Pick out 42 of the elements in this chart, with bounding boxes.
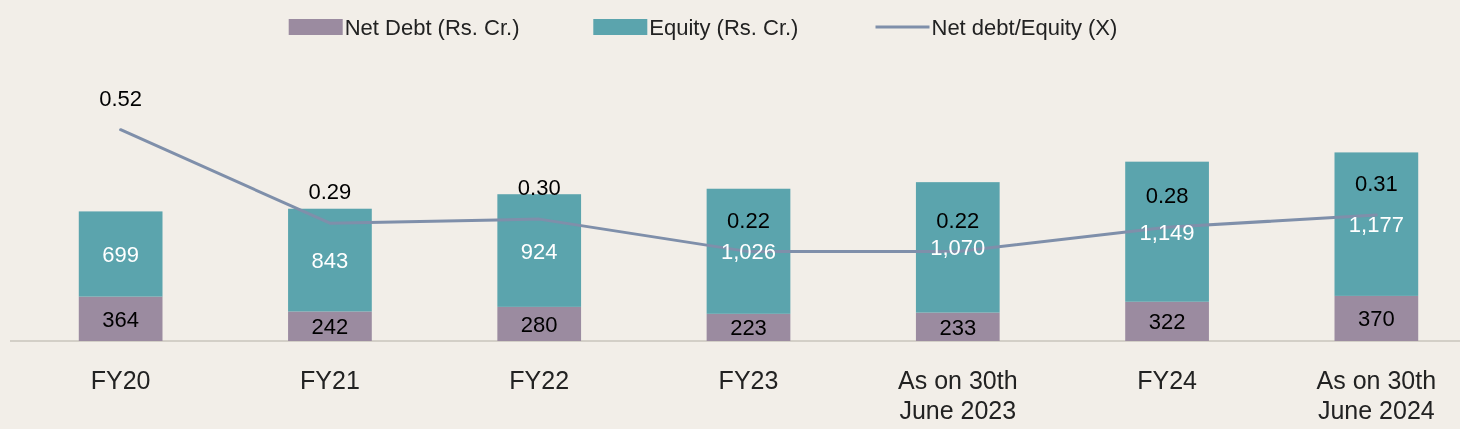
x-tick-label: FY24 — [1137, 366, 1198, 394]
bar — [1125, 161, 1209, 302]
legend-label: Net Debt (Rs. Cr.) — [344, 15, 520, 40]
data-label: 0.22 — [727, 207, 770, 233]
bar — [915, 182, 1000, 313]
data-label: 1,149 — [1139, 219, 1195, 245]
data-label: 242 — [311, 314, 349, 340]
data-label: 924 — [520, 238, 558, 264]
bar — [706, 188, 791, 314]
bar — [78, 296, 163, 341]
data-label: 0.29 — [308, 179, 352, 205]
bar — [497, 194, 582, 307]
legend-label: Equity (Rs. Cr.) — [649, 15, 799, 40]
data-label: 0.52 — [99, 85, 143, 111]
data-label: 1,070 — [930, 235, 986, 261]
data-label: 364 — [102, 306, 139, 332]
data-label: 1,177 — [1348, 212, 1404, 238]
bar — [1334, 295, 1419, 341]
data-label: 843 — [311, 248, 349, 274]
x-tick-label: FY20 — [90, 366, 151, 394]
data-label: 0.22 — [936, 207, 980, 233]
data-label: 233 — [939, 314, 977, 340]
bar — [1334, 152, 1419, 296]
data-label: 370 — [1358, 306, 1395, 332]
x-tick-label: As on 30th June 2024 — [1316, 366, 1437, 424]
data-label: 699 — [102, 242, 139, 268]
data-label: 0.31 — [1354, 171, 1398, 197]
bar — [78, 211, 163, 297]
x-tick-label: FY22 — [509, 366, 570, 394]
data-label: 0.28 — [1145, 183, 1189, 209]
x-tick-label: FY21 — [300, 366, 360, 394]
data-label: 322 — [1148, 309, 1186, 335]
data-label: 0.30 — [517, 175, 561, 201]
bar — [288, 311, 372, 341]
bar — [288, 208, 372, 312]
data-label: 280 — [520, 311, 558, 337]
bar — [1125, 301, 1209, 341]
legend-label: Net debt/Equity (X) — [931, 15, 1118, 40]
x-tick-label: FY23 — [718, 366, 779, 394]
x-tick-label: As on 30th June 2023 — [898, 366, 1018, 424]
data-label: 1,026 — [720, 239, 777, 265]
data-label: 223 — [730, 315, 767, 341]
